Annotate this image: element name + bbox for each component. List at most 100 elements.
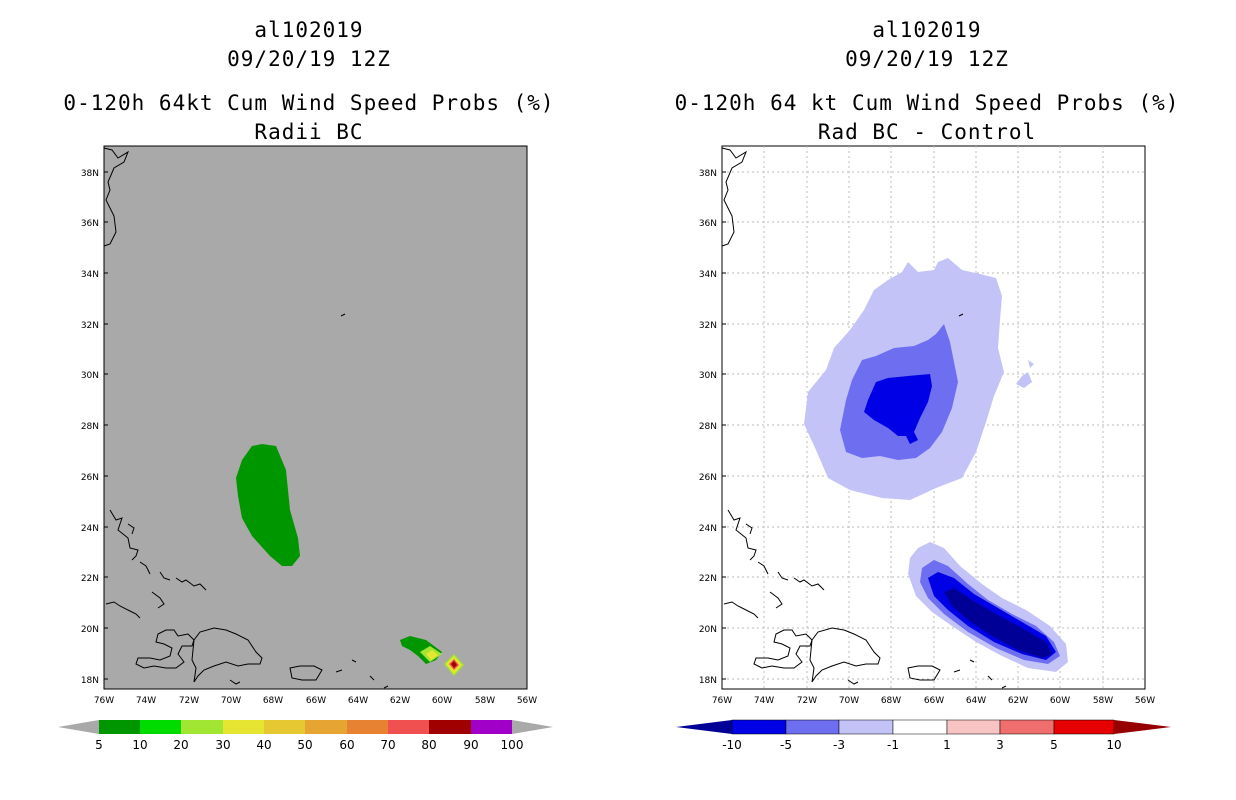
- colorbar-label: -5: [780, 738, 792, 752]
- colorbar-bin: [838, 719, 894, 735]
- lon-tick-label: 62W: [390, 696, 410, 706]
- lat-ticks: [104, 171, 108, 680]
- lon-tick-label: 74W: [754, 696, 774, 706]
- right-map-figure: 38N 36N 34N 32N 30N 28N 26N 24N 22N 20N …: [676, 145, 1171, 752]
- lat-tick-label: 18N: [699, 676, 717, 686]
- lat-tick-label: 38N: [699, 169, 717, 179]
- lat-tick-label: 38N: [81, 169, 99, 179]
- lon-tick-label: 56W: [517, 696, 537, 706]
- colorbar-bin: [785, 719, 840, 735]
- diff-contour-minus1-spot: [1028, 360, 1034, 368]
- prob-contour-80pct: [451, 661, 457, 668]
- lon-tick-label: 58W: [1093, 696, 1113, 706]
- colorbar-label: -3: [833, 738, 845, 752]
- prob-contour-5pct: [236, 444, 300, 566]
- colorbar-bin: [181, 720, 223, 734]
- colorbar-bin: [1053, 719, 1115, 735]
- lat-axis: 38N 36N 34N 32N 30N 28N 26N 24N 22N 20N …: [81, 169, 99, 686]
- colorbar-label: 90: [463, 738, 478, 752]
- colorbar-bin: [347, 720, 388, 734]
- lat-tick-label: 30N: [699, 371, 717, 381]
- colorbar-label: 10: [1106, 738, 1121, 752]
- panel-subtitle: Radii BC: [254, 120, 364, 144]
- colorbar-bin: [388, 720, 429, 734]
- forecast-datetime: 09/20/19 12Z: [227, 47, 391, 71]
- colorbar-label: -1: [887, 738, 899, 752]
- colorbar-label: 80: [421, 738, 436, 752]
- storm-id: al102019: [872, 18, 982, 42]
- lat-tick-label: 28N: [699, 422, 717, 432]
- lon-tick-label: 58W: [475, 696, 495, 706]
- lon-tick-label: 72W: [179, 696, 199, 706]
- lat-tick-label: 26N: [699, 473, 717, 483]
- lat-tick-label: 26N: [81, 473, 99, 483]
- lat-tick-label: 20N: [81, 625, 99, 635]
- lon-tick-label: 70W: [839, 696, 859, 706]
- lon-tick-label: 68W: [263, 696, 283, 706]
- lat-tick-label: 30N: [81, 371, 99, 381]
- lat-axis: 38N 36N 34N 32N 30N 28N 26N 24N 22N 20N …: [699, 169, 717, 686]
- colorbar-label: -10: [722, 738, 742, 752]
- diff-contour-minus5: [864, 374, 932, 444]
- colorbar-label: 3: [996, 738, 1004, 752]
- lat-tick-label: 22N: [81, 574, 99, 584]
- lat-tick-label: 36N: [699, 219, 717, 229]
- lat-tick-label: 36N: [81, 219, 99, 229]
- colorbar-label: 100: [501, 738, 524, 752]
- lat-tick-label: 32N: [81, 321, 99, 331]
- lat-tick-label: 34N: [699, 270, 717, 280]
- colorbar-bin: [223, 720, 264, 734]
- lon-tick-label: 72W: [797, 696, 817, 706]
- bermuda: [958, 313, 964, 317]
- lon-tick-label: 66W: [924, 696, 944, 706]
- forecast-datetime: 09/20/19 12Z: [845, 47, 1009, 71]
- right-panel: al102019 09/20/19 12Z 0-120h 64 kt Cum W…: [618, 0, 1236, 800]
- lon-tick-label: 60W: [1050, 696, 1070, 706]
- colorbar-bin: [892, 719, 948, 735]
- lon-tick-label: 56W: [1135, 696, 1155, 706]
- colorbar-bin: [305, 720, 347, 734]
- coastlines: [721, 147, 1007, 689]
- colorbar-bin: [429, 720, 471, 734]
- colorbar-high-end: [512, 720, 553, 734]
- lon-tick-label: 60W: [432, 696, 452, 706]
- diff-contour-minus1-spot: [1016, 372, 1032, 388]
- colorbar: 5 10 20 30 40 50 60 70 80 90 100: [58, 720, 553, 752]
- lat-tick-label: 20N: [699, 625, 717, 635]
- colorbar-bin: [264, 720, 305, 734]
- lat-tick-label: 24N: [699, 524, 717, 534]
- colorbar-label: 5: [1050, 738, 1058, 752]
- colorbar-label: 20: [173, 738, 188, 752]
- colorbar-label: 1: [943, 738, 951, 752]
- colorbar-label: 5: [95, 738, 103, 752]
- lon-tick-label: 76W: [94, 696, 114, 706]
- prob-contour-30pct: [426, 650, 438, 660]
- colorbar-label: 10: [132, 738, 147, 752]
- lat-tick-label: 28N: [81, 422, 99, 432]
- panel-subtitle: Rad BC - Control: [817, 120, 1037, 144]
- colorbar-bin: [999, 719, 1055, 735]
- colorbar-bin: [140, 720, 181, 734]
- product-title: 0-120h 64 kt Cum Wind Speed Probs (%): [674, 91, 1180, 115]
- lon-tick-label: 66W: [306, 696, 326, 706]
- lon-tick-label: 62W: [1008, 696, 1028, 706]
- colorbar-label: 40: [256, 738, 271, 752]
- left-panel: al102019 09/20/19 12Z 0-120h 64kt Cum Wi…: [58, 18, 554, 752]
- lat-tick-label: 24N: [81, 524, 99, 534]
- coastlines: [103, 147, 389, 689]
- colorbar-low-end: [676, 720, 732, 734]
- lat-tick-label: 18N: [81, 676, 99, 686]
- lon-axis: 76W 74W 72W 70W 68W 66W 64W 62W 60W 58W …: [712, 696, 1155, 706]
- lat-ticks: [722, 171, 726, 680]
- colorbar-label: 70: [380, 738, 395, 752]
- colorbar-bin: [731, 719, 787, 735]
- lon-tick-label: 68W: [881, 696, 901, 706]
- left-map-figure: 38N 36N 34N 32N 30N 28N 26N 24N 22N 20N …: [58, 145, 553, 752]
- colorbar-high-end: [1114, 720, 1171, 734]
- lon-tick-label: 64W: [348, 696, 368, 706]
- colorbar-bin: [946, 719, 1001, 735]
- colorbar-label: 50: [297, 738, 312, 752]
- storm-id: al102019: [254, 18, 364, 42]
- colorbar: -10 -5 -3 -1 1 3 5 10: [676, 719, 1171, 752]
- diff-contour-minus10-south: [944, 588, 1052, 658]
